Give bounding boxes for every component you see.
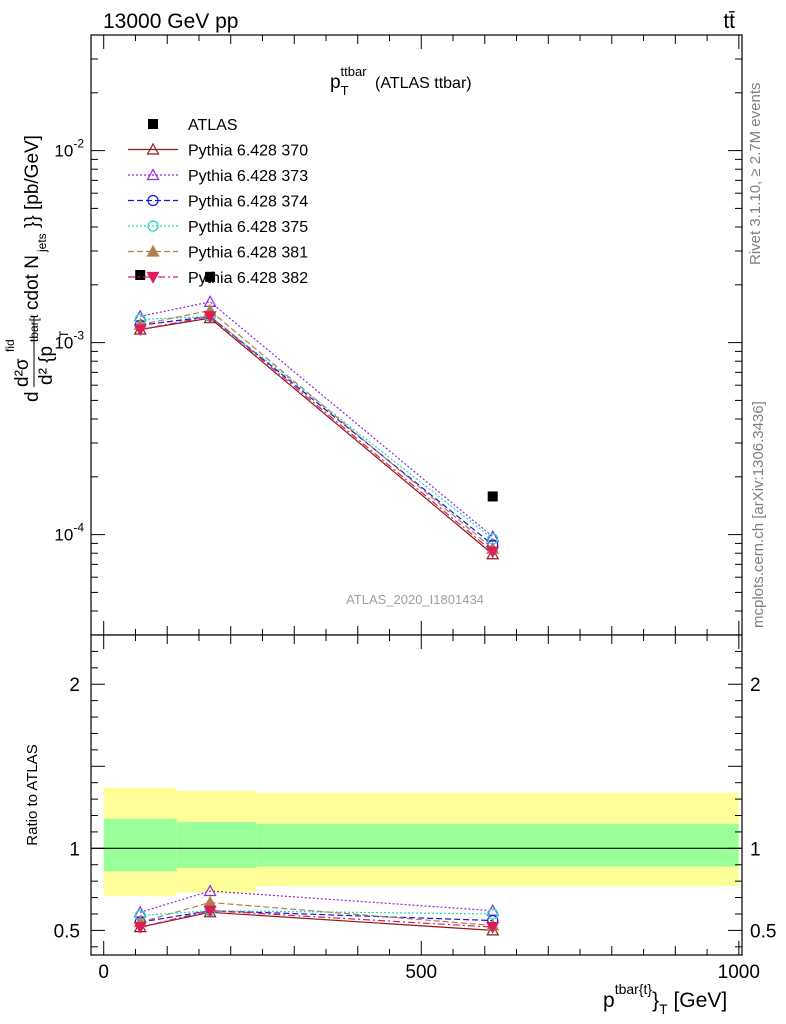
legend-label: Pythia 6.428 381 [188,245,308,262]
stat-band [103,818,177,872]
legend-label: Pythia 6.428 373 [188,168,308,185]
x-axis-p: p [603,989,615,1012]
ratio-y-tick-label-right: 1 [750,839,761,860]
y-axis-label-fid: fid [3,339,17,352]
legend-label: ATLAS [188,117,238,134]
series-1 [133,311,500,560]
data-point [203,311,217,324]
header-left: 13000 GeV pp [103,10,238,33]
series-0 [135,269,498,502]
ratio-y-tick-label: 1 [69,839,80,860]
legend-marker [148,119,158,129]
ratio-y-tick-label-right: 0.5 [750,921,776,942]
ratio-y-tick-label: 2 [69,675,80,696]
x-axis-sub: T [659,1001,668,1017]
data-point [486,547,500,560]
legend-label: Pythia 6.428 370 [188,143,308,160]
series-line [140,315,494,540]
rivet-label: Rivet 3.1.10, ≥ 2.7M events [747,83,764,266]
y-tick-exp: -2 [73,137,84,151]
y-axis-label-num: d²σ [12,358,33,387]
y-tick-label: 10-2 [54,137,84,161]
y-axis-label-text: d [22,391,43,402]
data-point [133,324,147,337]
header-right: tt̄ [723,10,735,33]
series-line [140,309,494,550]
legend-label: Pythia 6.428 375 [188,219,308,236]
legend-marker [146,271,160,284]
title-sup: ttbar [341,64,368,79]
series-line [140,317,494,555]
stat-band [176,822,257,869]
title-rest: (ATLAS ttbar) [371,75,472,92]
legend-label: Pythia 6.428 382 [188,270,308,287]
y-tick-exp: -4 [73,521,84,535]
ratio-series-line [140,910,493,923]
x-axis-brace: } [652,989,659,1012]
legend-marker [146,142,160,155]
x-tick-label: 0 [98,962,109,983]
ratio-point [203,884,217,897]
series-3 [134,310,499,551]
legend-label: Pythia 6.428 374 [188,194,308,211]
title-p: p [330,72,341,93]
legend-marker [146,244,160,257]
ratio-series-5 [133,905,500,934]
y-axis-label-T: T [57,330,71,338]
y-axis-label-den: d² {p [36,346,57,385]
title-sub: T [341,83,349,98]
series-line [140,315,494,553]
legend-marker [147,220,159,232]
legend-marker [147,194,159,207]
y-axis-label-rest: cdot N [22,255,43,310]
ratio-panel: 0.5 0.5 1 1 2 2 0 500 1000 Ratio to ATLAS ptbar{t}… [24,634,776,1017]
x-axis-label: ptbar{t}}T [GeV] [603,981,727,1017]
data-point [205,271,216,282]
x-axis-sup: tbar{t} [615,981,653,997]
data-point [486,546,500,559]
legend: ATLAS Pythia 6.428 370 Pythia 6.428 373 Pyt… [128,117,308,287]
series-6 [133,311,500,559]
y-tick-exp: -3 [73,329,84,343]
series-5 [133,303,500,554]
y-axis-label-units: }} [pb/GeV] [22,135,43,228]
y-axis-label-tbar: tbar[t [27,314,41,342]
y-axis-label: d d²σ fid d² {p tbar[t T cdot N jets }} [pb/GeV… [3,135,71,402]
legend-marker [146,168,160,181]
ratio-y-axis-label: Ratio to ATLAS [24,744,41,845]
stat-band [256,823,739,867]
ratio-series-line [140,890,493,913]
x-tick-label: 1000 [718,962,760,983]
plot-title: pTttbar (ATLAS ttbar) [330,64,472,98]
ratio-y-tick-label-right: 2 [750,675,761,696]
analysis-watermark: ATLAS_2020_I1801434 [346,592,484,607]
series-line [140,315,494,546]
x-tick-label: 500 [405,962,437,983]
ratio-point [133,922,147,934]
x-axis-units: [GeV] [668,989,728,1012]
ratio-frame [90,634,743,956]
ratio-point [486,922,500,934]
ratio-point [203,905,217,918]
data-point [487,491,498,502]
series-4 [134,310,499,545]
y-tick-label: 10-4 [54,521,84,545]
series-line [140,301,494,538]
data-point [135,269,146,280]
ratio-y-tick-label: 0.5 [54,921,80,942]
y-axis-label-jets: jets [35,233,49,253]
mcplots-label: mcplots.cern.ch [arXiv:1306.3436] [750,401,767,628]
